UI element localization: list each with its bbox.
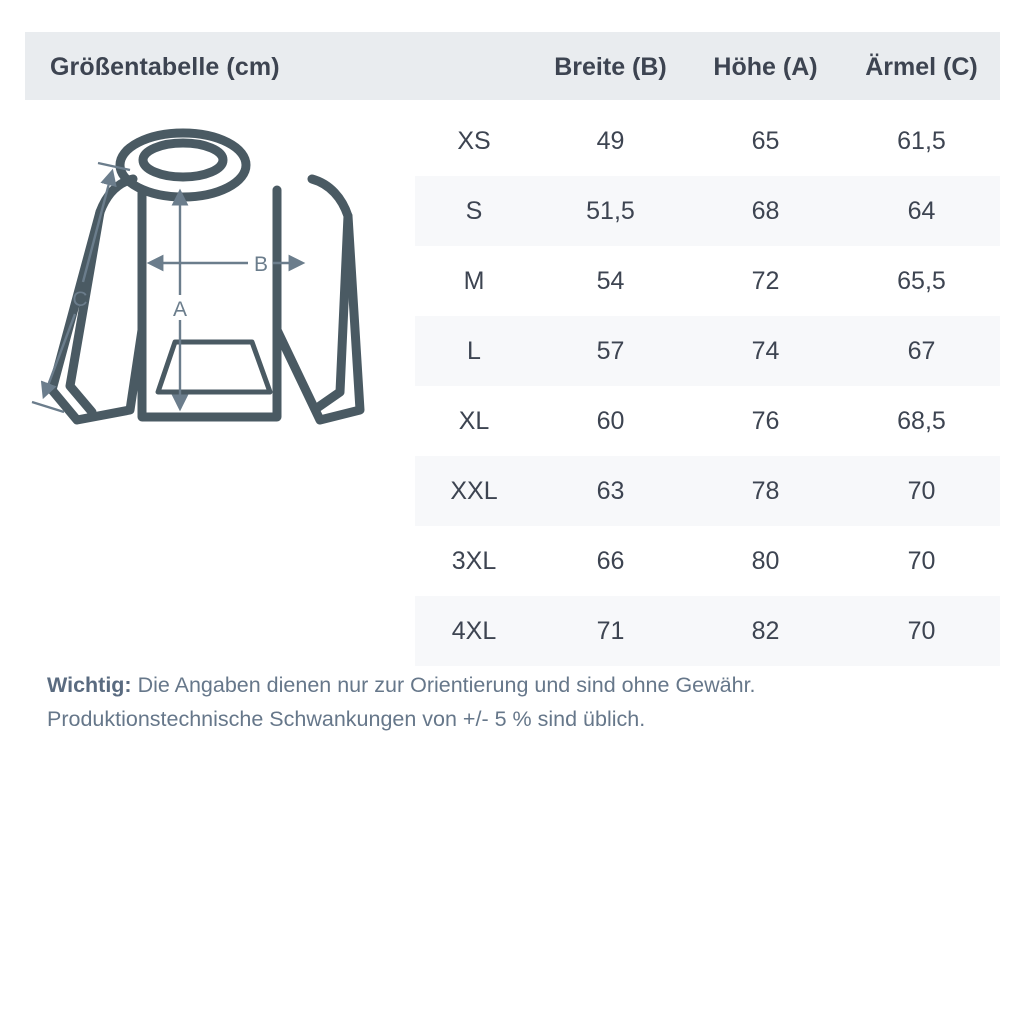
arrow-c-down (40, 313, 77, 400)
cell-size: XS (457, 126, 491, 155)
table-header-columns: Breite (B) Höhe (A) Ärmel (C) (415, 53, 1000, 82)
table-header-band (25, 32, 1000, 100)
cell-size: S (465, 196, 483, 225)
cell-sleeve: 61,5 (897, 126, 946, 155)
cell-height: 74 (751, 336, 780, 365)
table-row: 3XL 66 80 70 (415, 526, 1000, 596)
cell-width: 57 (596, 336, 625, 365)
cell-height: 76 (751, 406, 780, 435)
cell-size: XXL (450, 476, 498, 505)
column-header-width: Breite (B) (554, 53, 667, 81)
cell-width: 66 (596, 546, 625, 575)
table-row: XS 49 65 61,5 (415, 106, 1000, 176)
column-header-height: Höhe (A) (713, 53, 818, 81)
cell-sleeve: 65,5 (897, 266, 946, 295)
cell-width: 49 (596, 126, 625, 155)
disclaimer-line2: Produktionstechnische Schwankungen von +… (47, 707, 646, 731)
tick-c-bottom (31, 400, 65, 414)
table-row: 4XL 71 82 70 (415, 596, 1000, 666)
table-row: S 51,5 68 64 (415, 176, 1000, 246)
cell-sleeve: 70 (907, 616, 936, 645)
cell-size: M (463, 266, 485, 295)
body-outline (47, 174, 365, 425)
cell-width: 51,5 (586, 196, 635, 225)
cell-height: 72 (751, 266, 780, 295)
cell-size: XL (458, 406, 490, 435)
cell-size: L (467, 336, 481, 365)
cell-height: 68 (751, 196, 780, 225)
dimension-label-a: A (173, 298, 187, 321)
tick-c-top (97, 161, 131, 172)
dimension-label-b: B (254, 253, 268, 276)
table-row: XL 60 76 68,5 (415, 386, 1000, 456)
cell-size: 4XL (451, 616, 497, 645)
cell-width: 54 (596, 266, 625, 295)
dimension-arrows (31, 161, 306, 414)
table-row: XXL 63 78 70 (415, 456, 1000, 526)
column-header-sleeve: Ärmel (C) (865, 53, 978, 81)
cell-width: 60 (596, 406, 625, 435)
page-title: Größentabelle (cm) (50, 53, 280, 81)
disclaimer-label: Wichtig: (47, 673, 132, 697)
cell-sleeve: 64 (907, 196, 936, 225)
garment-outline (47, 128, 365, 425)
right-sleeve-inner (312, 211, 353, 413)
column-header-size (415, 53, 533, 82)
cell-height: 65 (751, 126, 780, 155)
cell-height: 80 (751, 546, 780, 575)
cell-sleeve: 68,5 (897, 406, 946, 435)
table-row: L 57 74 67 (415, 316, 1000, 386)
disclaimer-note: Wichtig: Die Angaben dienen nur zur Orie… (47, 668, 977, 736)
cell-height: 78 (751, 476, 780, 505)
dimension-label-c: C (72, 288, 87, 311)
disclaimer-line1: Die Angaben dienen nur zur Orientierung … (131, 673, 756, 697)
left-sleeve-inner (65, 207, 105, 417)
cell-width: 71 (596, 616, 625, 645)
table-row: M 54 72 65,5 (415, 246, 1000, 316)
hoodie-diagram: A B C (30, 120, 410, 450)
cell-sleeve: 67 (907, 336, 936, 365)
cell-width: 63 (596, 476, 625, 505)
size-table-body: XS 49 65 61,5 S 51,5 68 64 M 54 72 65,5 … (415, 106, 1000, 666)
cell-height: 82 (751, 616, 780, 645)
cell-sleeve: 70 (907, 546, 936, 575)
hood-inner-icon (138, 138, 228, 182)
arrow-c-up (81, 168, 117, 283)
cell-sleeve: 70 (907, 476, 936, 505)
pocket-icon (155, 339, 273, 395)
cell-size: 3XL (451, 546, 497, 575)
